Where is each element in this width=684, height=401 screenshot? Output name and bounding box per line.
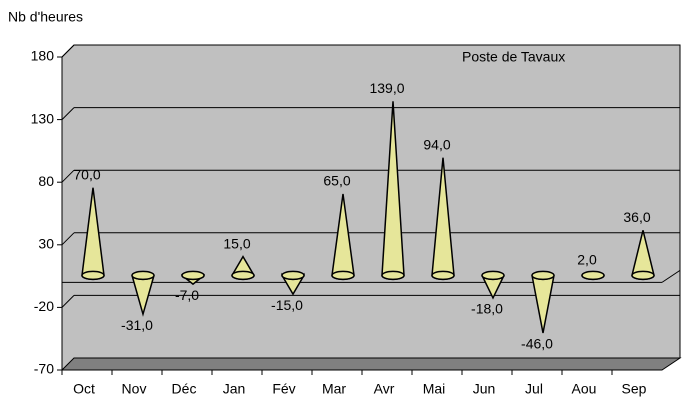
data-label: 139,0 [369,80,404,96]
y-tick-label: 130 [31,110,55,126]
data-label: -31,0 [121,317,153,333]
cone-base [431,270,455,281]
data-label: 94,0 [423,136,450,152]
x-tick-label: Fév [272,381,295,397]
grid-line [61,232,75,246]
cone-base [381,270,405,281]
cone-base [181,270,205,281]
y-tick-label: -20 [34,298,54,314]
x-tick-label: Oct [73,381,95,397]
x-tick-label: Mar [322,381,346,397]
y-tick-label: 30 [38,236,54,252]
x-tick-label: Mai [423,381,446,397]
data-label: -18,0 [471,301,503,317]
cone-base [581,270,605,281]
y-tick-label: -70 [34,361,54,377]
x-tick-label: Jun [473,381,496,397]
annotation: Poste de Tavaux [462,49,565,65]
x-tick-label: Nov [122,381,147,397]
x-tick-label: Aou [572,381,597,397]
grid-line [61,44,75,58]
y-tick-label: 80 [38,173,54,189]
x-tick-label: Jan [223,381,246,397]
cone-base [531,270,555,281]
x-tick-label: Jul [525,381,543,397]
data-label: -46,0 [521,336,553,352]
zero-line [661,269,681,283]
data-label: 15,0 [223,235,250,251]
floor [60,357,682,371]
x-tick-label: Déc [172,381,197,397]
grid-line [61,169,75,183]
x-tick-label: Avr [374,381,395,397]
data-label: -15,0 [271,297,303,313]
grid-line [61,107,75,120]
cone-base [481,270,505,281]
data-label: 36,0 [623,209,650,225]
y-tick-label: 180 [31,48,55,64]
cone-base [231,270,255,281]
cone-base [631,270,655,281]
data-label: 65,0 [323,173,350,189]
cone-base [81,270,105,281]
data-label: 2,0 [577,252,597,268]
x-tick-label: Sep [622,381,647,397]
data-label: 70,0 [73,166,100,182]
y-axis-title: Nb d'heures [8,9,83,25]
data-label: -7,0 [175,287,199,303]
grid-line [61,295,75,308]
cone-base [281,270,305,281]
cone-base [131,270,155,281]
cone-base [331,270,355,281]
